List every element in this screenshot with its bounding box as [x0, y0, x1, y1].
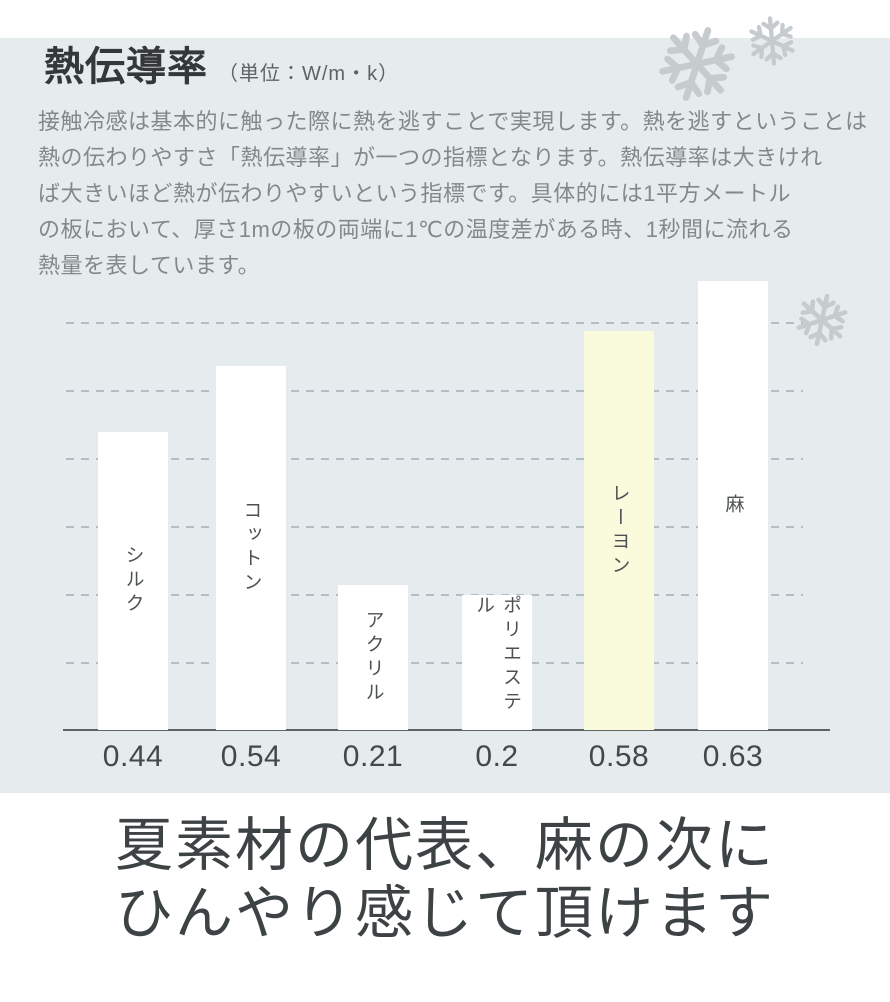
bar-value-label: 0.2 [475, 740, 519, 773]
x-axis-line [63, 729, 830, 731]
page-title: 熱伝導率 [44, 45, 208, 89]
description-line: 熱の伝わりやすさ「熱伝導率」が一つの指標となります。熱伝導率は大きけれ [38, 145, 823, 170]
description-line: 接触冷感は基本的に触った際に熱を逃すことで実現します。熱を逃すということは [38, 109, 868, 134]
bar-category-label: 麻 [722, 493, 744, 518]
bar-category-label: ポリエステル [473, 595, 521, 715]
footer-line-1: 夏素材の代表、麻の次に [114, 813, 775, 878]
gridline [66, 526, 803, 528]
unit-label: （単位：W/m・k） [218, 63, 400, 85]
description-line: ば大きいほど熱が伝わりやすいという指標です。具体的には1平方メートル [38, 181, 792, 206]
description-line: の板において、厚さ1mの板の両端に1℃の温度差がある時、1秒間に流れる [38, 217, 794, 242]
bar-category-label: シルク [122, 545, 144, 617]
description-paragraph: 接触冷感は基本的に触った際に熱を逃すことで実現します。熱を逃すということは 熱の伝… [38, 104, 868, 284]
bar-value-label: 0.44 [102, 740, 164, 773]
bar-category-label: レーヨン [608, 482, 630, 579]
gridline [66, 594, 803, 596]
chart-bar: レーヨン [584, 331, 654, 730]
gridline [66, 390, 803, 392]
chart-bar: シルク [98, 432, 168, 730]
footer-caption: 夏素材の代表、麻の次に ひんやり感じて頂けます [0, 812, 890, 948]
snowflake-icon [788, 286, 857, 355]
gridline [66, 662, 803, 664]
bar-value-label: 0.63 [702, 740, 764, 773]
chart-bar: アクリル [338, 585, 408, 730]
description-line: 熱量を表しています。 [38, 253, 261, 278]
bar-category-label: コットン [240, 500, 262, 596]
footer-line-2: ひんやり感じて頂けます [114, 881, 775, 946]
chart-header: 熱伝導率 （単位：W/m・k） [44, 42, 399, 92]
gridline [66, 322, 803, 324]
snowflake-icon [743, 12, 802, 71]
chart-bar: ポリエステル [462, 595, 532, 730]
chart-bar: コットン [216, 366, 286, 730]
bar-category-label: アクリル [362, 609, 384, 706]
bar-value-label: 0.21 [342, 740, 404, 773]
bar-value-label: 0.58 [588, 740, 650, 773]
gridline [66, 458, 803, 460]
chart-bar: 麻 [698, 281, 768, 730]
bar-value-label: 0.54 [220, 740, 282, 773]
